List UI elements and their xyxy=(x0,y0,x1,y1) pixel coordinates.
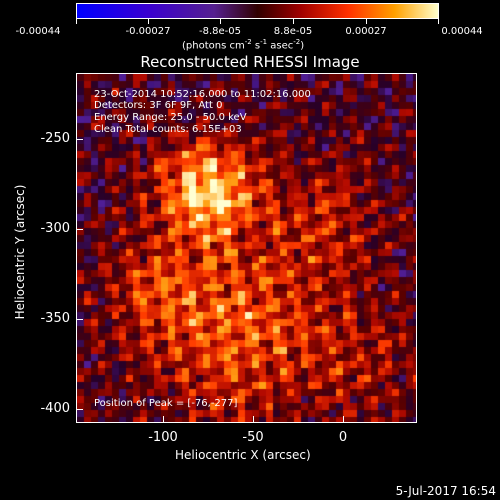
colorbar xyxy=(76,3,439,19)
unit-exp: -1 xyxy=(260,38,268,46)
image-title: Reconstructed RHESSI Image xyxy=(140,53,360,71)
info-energy-range: Energy Range: 25.0 - 50.0 keV xyxy=(94,112,247,123)
unit-exp: -2 xyxy=(293,38,301,46)
colorbar-tick-label: -0.00044 xyxy=(15,26,61,37)
heatmap-image xyxy=(77,74,416,422)
colorbar-unit: (photons cm-2 s-1 asec-2) xyxy=(182,38,304,51)
info-total-counts: Clean Total counts: 6.15E+03 xyxy=(94,124,242,135)
y-tick-label: -400 xyxy=(40,401,70,416)
y-tick-label: -300 xyxy=(40,221,70,236)
info-time-range: 23-Oct-2014 10:52:16.000 to 11:02:16.000 xyxy=(94,89,311,100)
colorbar-tick-label: 0.00044 xyxy=(441,26,483,37)
x-axis-title: Heliocentric X (arcsec) xyxy=(175,448,311,462)
unit-part: asec xyxy=(267,40,294,52)
colorbar-tick-label: 0.00027 xyxy=(345,26,387,37)
colorbar-tick-label: 8.8e-05 xyxy=(273,26,313,37)
colorbar-tick-label: -8.8e-05 xyxy=(199,26,241,37)
y-axis-title: Heliocentric Y (arcsec) xyxy=(13,184,27,320)
y-tick-label: -250 xyxy=(40,131,70,146)
peak-position: Position of Peak = [-76,-277] xyxy=(94,398,238,409)
x-tick-label: -100 xyxy=(148,430,178,445)
x-tick-label: 0 xyxy=(338,430,348,445)
unit-part: ) xyxy=(300,40,305,52)
y-tick-label: -350 xyxy=(40,311,70,326)
unit-part: (photons cm xyxy=(182,40,245,52)
image-plot xyxy=(76,73,417,423)
info-detectors: Detectors: 3F 6F 9F, Att 0 xyxy=(94,100,223,111)
unit-exp: -2 xyxy=(244,38,252,46)
datestamp: 5-Jul-2017 16:54 xyxy=(395,484,496,498)
x-tick-label: -50 xyxy=(242,430,264,445)
unit-part: s xyxy=(251,40,261,52)
colorbar-tick-label: -0.00027 xyxy=(125,26,171,37)
